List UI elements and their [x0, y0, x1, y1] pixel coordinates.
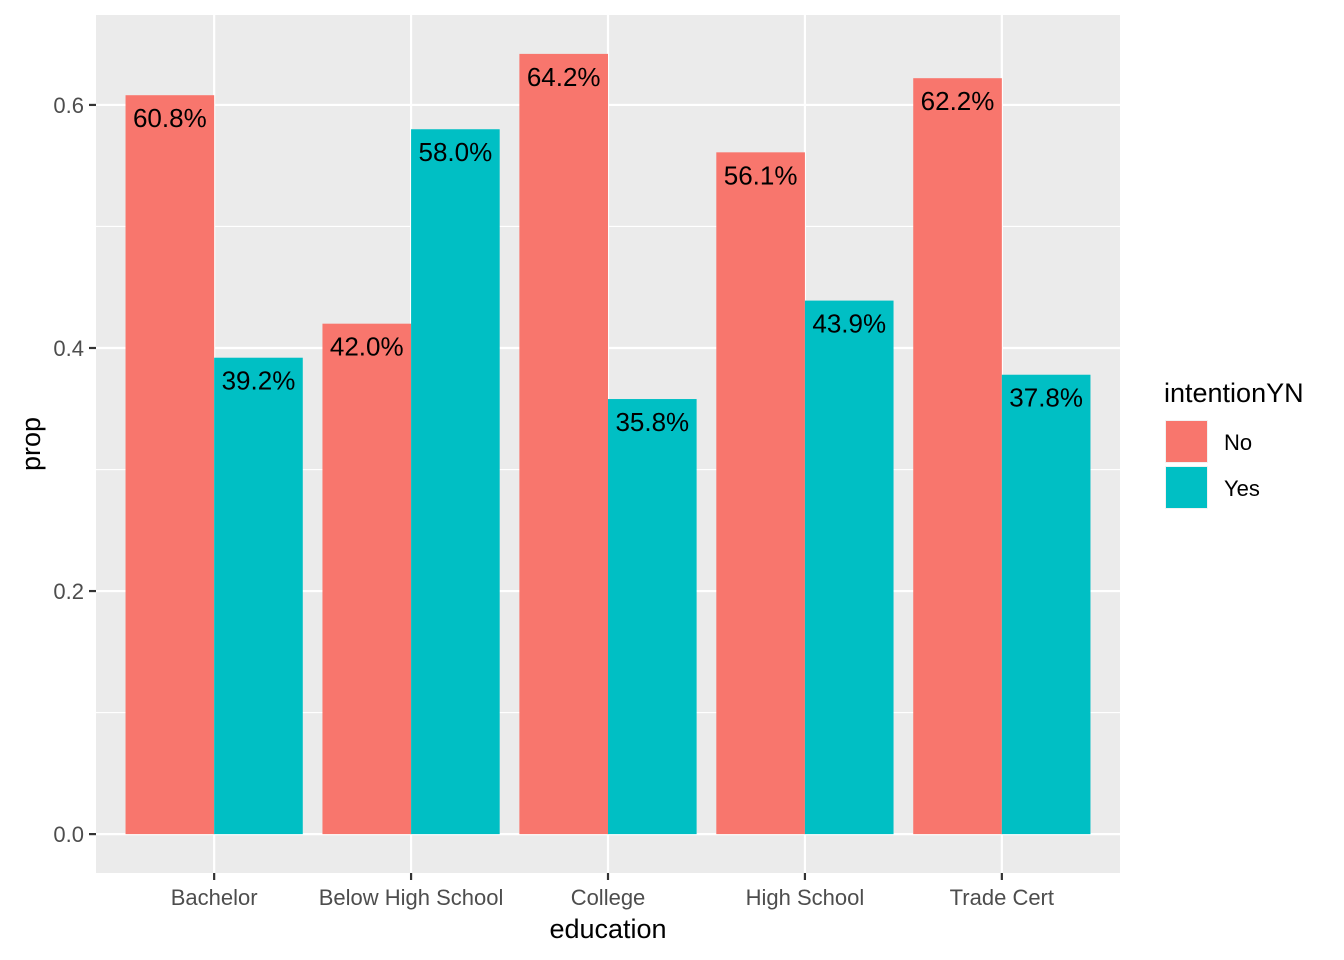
legend: intentionYN No Yes	[1164, 378, 1304, 509]
bar-value-label: 37.8%	[1009, 383, 1083, 413]
bar-value-label: 39.2%	[222, 366, 296, 396]
y-tick-label: 0.6	[53, 93, 84, 118]
x-tick-label: Below High School	[319, 885, 504, 910]
bar-yes-trade-cert	[1001, 374, 1091, 835]
y-tick-label: 0.2	[53, 579, 84, 604]
bars	[125, 53, 1091, 835]
legend-title: intentionYN	[1164, 378, 1304, 408]
bar-yes-high-school	[804, 300, 894, 835]
legend-items: No Yes	[1165, 420, 1260, 509]
x-tick-label: College	[571, 885, 646, 910]
bar-value-label: 64.2%	[527, 62, 601, 92]
bar-value-label: 43.9%	[812, 309, 886, 339]
bar-no-trade-cert	[913, 78, 1002, 835]
y-axis-title: prop	[16, 417, 46, 471]
x-axis: Bachelor Below High School College High Sch…	[171, 873, 1054, 910]
bar-yes-bachelor	[214, 357, 303, 835]
bar-no-below-high-school	[322, 323, 412, 835]
bar-value-label: 42.0%	[330, 332, 404, 362]
bar-value-label: 35.8%	[615, 407, 689, 437]
bar-value-label: 56.1%	[724, 160, 798, 190]
bar-no-bachelor	[125, 95, 215, 835]
bar-yes-below-high-school	[411, 129, 500, 835]
bar-value-label: 60.8%	[133, 103, 207, 133]
y-axis: 0.0 0.2 0.4 0.6	[53, 93, 96, 847]
x-tick-label: Trade Cert	[950, 885, 1054, 910]
legend-swatch-yes	[1166, 467, 1207, 508]
x-axis-title: education	[549, 914, 666, 944]
bar-no-college	[519, 53, 608, 835]
bar-value-label: 58.0%	[419, 137, 493, 167]
bar-yes-college	[608, 399, 697, 835]
bar-no-high-school	[716, 152, 805, 835]
bar-value-label: 62.2%	[921, 86, 995, 116]
x-tick-label: High School	[746, 885, 865, 910]
legend-label-no: No	[1224, 430, 1252, 455]
y-tick-label: 0.4	[53, 336, 84, 361]
bar-labels: 60.8% 39.2% 42.0% 58.0% 64.2% 35.8% 56.1% 43.9%…	[133, 62, 1083, 437]
legend-swatch-no	[1166, 421, 1207, 462]
x-tick-label: Bachelor	[171, 885, 258, 910]
y-tick-label: 0.0	[53, 822, 84, 847]
legend-label-yes: Yes	[1224, 476, 1260, 501]
